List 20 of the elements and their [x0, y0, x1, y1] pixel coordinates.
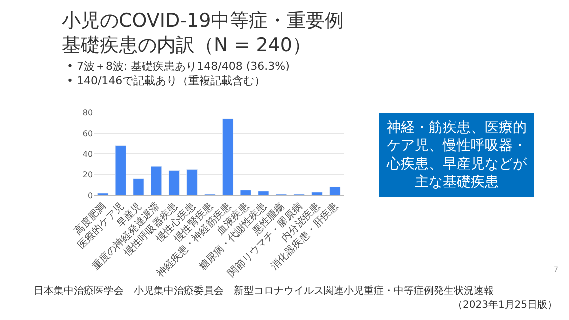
bar [222, 118, 234, 196]
bar [186, 169, 198, 196]
text: 日本集中治療医学会 小児集中治療委員会 新型コロナウイルス関連小児重症・中等症例発生状況速報 [34, 285, 494, 297]
y-tick-label: 60 [82, 129, 94, 138]
bar [150, 166, 162, 196]
y-tick-label: 80 [82, 108, 94, 118]
bar [133, 178, 144, 196]
chart-title: 小児のCOVID-19中等症・重要例基礎疾患の内訳（N = 240） [62, 10, 344, 57]
bar [258, 191, 270, 196]
y-tick-label: 0 [88, 191, 94, 200]
bar [330, 186, 341, 196]
text: 神経・筋疾患、医療的ケア児、慢性呼吸器・心疾患、早産児などが主な基礎疾患 [386, 120, 528, 191]
bar [168, 170, 180, 196]
bar [115, 146, 126, 196]
bar [240, 190, 252, 196]
bar [312, 192, 323, 196]
chart-subtitle: • 7波＋8波: 基礎疾患あり148/408 (36.3%) • 140/146で記載あり（重複記載含む） [67, 60, 290, 88]
text: （2023年1月25日版） [453, 299, 558, 311]
y-tick-label: 40 [82, 150, 94, 159]
y-tick-label: 20 [82, 170, 94, 180]
